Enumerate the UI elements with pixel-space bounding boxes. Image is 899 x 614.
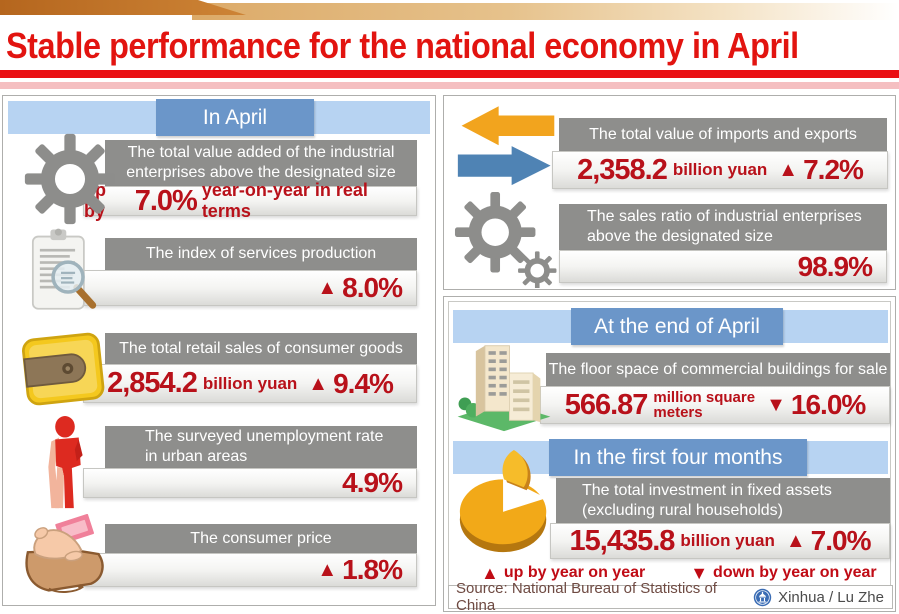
- up-triangle-icon: ▲: [308, 372, 329, 395]
- retail-sales-label: The total retail sales of consumer goods: [105, 333, 417, 364]
- industrial-label: The total value added of the industrial …: [105, 140, 417, 186]
- building-icon: [454, 331, 554, 435]
- industrial-value: up by 7.0% year-on-year in real terms: [83, 180, 417, 221]
- legend: ▲ up by year on year ▼ down by year on y…: [476, 562, 886, 584]
- unemployment-label: The surveyed unemployment rate in urban …: [105, 426, 417, 468]
- top-banner: [0, 0, 899, 24]
- credit-label: Xinhua / Lu Zhe: [778, 588, 884, 606]
- end-april-header: At the end of April: [571, 308, 783, 345]
- legend-up-icon: ▲: [481, 563, 499, 583]
- legend-down-icon: ▼: [690, 563, 709, 583]
- in-april-header: In April: [156, 99, 314, 136]
- four-months-header: In the first four months: [549, 439, 807, 476]
- trade-arrows-icon: [456, 104, 558, 192]
- banner-light-stripe: [192, 3, 899, 20]
- services-label: The index of services production: [105, 238, 417, 270]
- investment-label: The total investment in fixed assets (ex…: [556, 478, 890, 523]
- consumer-price-label: The consumer price: [105, 524, 417, 553]
- services-value: ▲ 8.0%: [83, 270, 417, 306]
- down-triangle-icon: ▼: [766, 394, 786, 416]
- investment-value: 15,435.8 billion yuan ▲ 7.0%: [550, 523, 890, 559]
- red-divider: [0, 70, 899, 78]
- up-triangle-icon: ▲: [317, 277, 338, 299]
- floor-space-label: The floor space of commercial buildings …: [546, 353, 890, 386]
- legend-up-text: up by year on year: [503, 564, 646, 581]
- right-bottom-panel: At the end of April The f: [443, 296, 896, 614]
- up-triangle-icon: ▲: [785, 530, 806, 552]
- hand-money-icon: [19, 514, 117, 600]
- pink-divider: [0, 82, 899, 89]
- up-triangle-icon: ▲: [778, 159, 799, 181]
- retail-sales-value: 2,854.2 billion yuan ▲ 9.4%: [83, 364, 417, 403]
- unit-label: million square meters: [653, 389, 756, 421]
- floor-space-value: 566.87 million square meters ▼ 16.0%: [540, 386, 890, 424]
- source-label: Source: National Bureau of Statistics of…: [456, 580, 717, 614]
- person-icon: [33, 416, 97, 514]
- xinhua-logo-icon: [753, 588, 772, 607]
- up-triangle-icon: ▲: [317, 559, 338, 581]
- pie-chart-icon: [452, 443, 560, 561]
- source-bar: Source: National Bureau of Statistics of…: [448, 580, 893, 614]
- consumer-price-value: ▲ 1.8%: [83, 553, 417, 587]
- wallet-icon: [17, 322, 111, 414]
- imports-exports-label: The total value of imports and exports: [559, 118, 887, 151]
- clipboard-search-icon: [17, 226, 105, 314]
- sales-ratio-value: 98.9%: [559, 250, 887, 283]
- unemployment-value: 4.9%: [83, 467, 417, 498]
- banner-dark-stripe: [0, 0, 246, 15]
- sales-ratio-label: The sales ratio of industrial enterprise…: [559, 204, 887, 250]
- imports-exports-value: 2,358.2 billion yuan ▲ 7.2%: [552, 151, 888, 189]
- legend-down-text: down by year on year: [713, 564, 877, 581]
- in-april-panel: In April The total value added of the in…: [2, 95, 436, 606]
- end-april-header-band: At the end of April: [453, 308, 888, 345]
- gear-icon: [23, 132, 117, 226]
- in-april-header-band: In April: [8, 99, 430, 136]
- trade-panel: The total value of imports and exports 2…: [443, 95, 896, 290]
- gears-icon: [452, 192, 564, 288]
- page-title: Stable performance for the national econ…: [6, 25, 799, 66]
